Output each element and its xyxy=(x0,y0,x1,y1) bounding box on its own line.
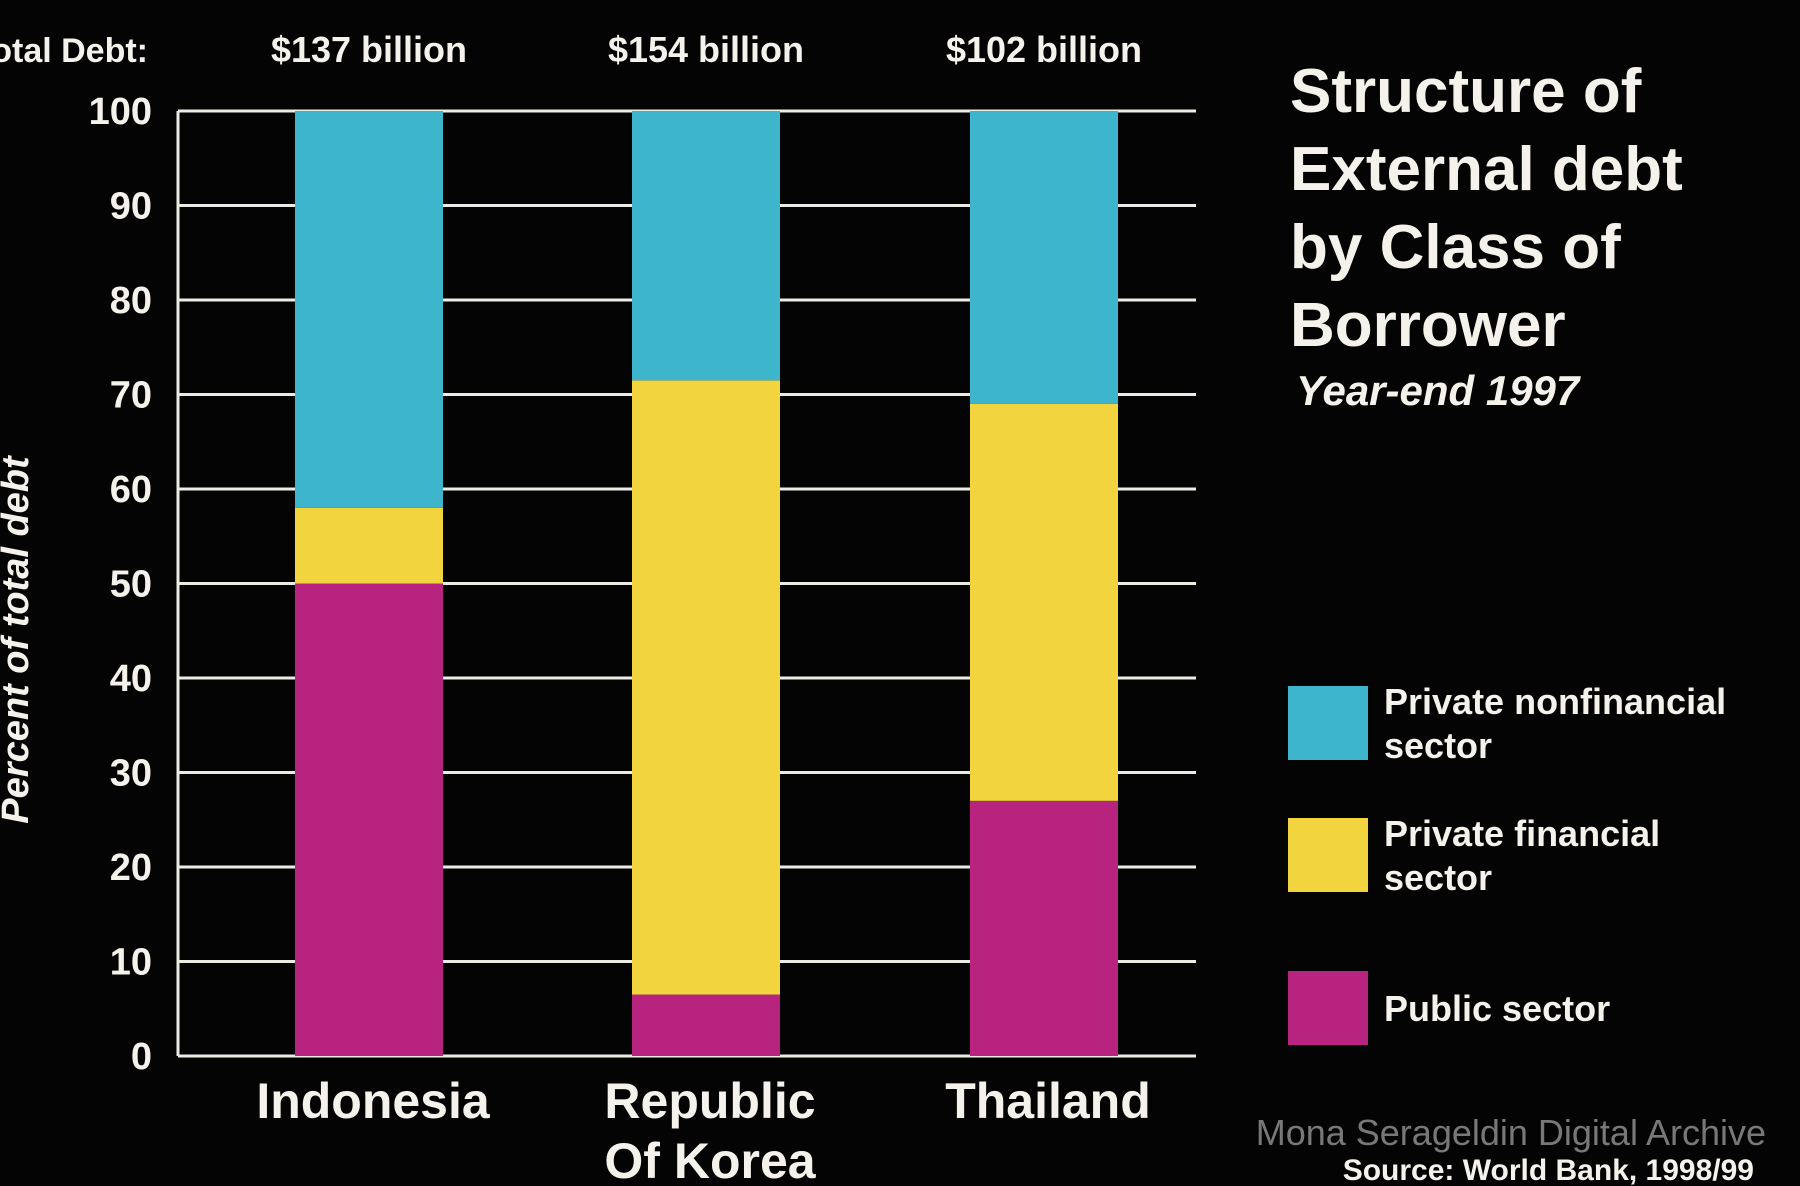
y-axis-label: Percent of total debt xyxy=(0,455,37,824)
y-tick-label: 80 xyxy=(110,280,152,322)
bar-segment xyxy=(970,403,1118,801)
bar-segment xyxy=(295,111,443,508)
x-category-label: Of Korea xyxy=(604,1133,816,1186)
bar-segment xyxy=(970,800,1118,1056)
bar-segment xyxy=(632,994,780,1056)
y-tick-label: 20 xyxy=(110,847,152,889)
chart-title: Borrower xyxy=(1290,291,1566,360)
chart-subtitle: Year-end 1997 xyxy=(1296,367,1581,414)
x-category-label: Republic xyxy=(604,1073,815,1129)
y-tick-label: 50 xyxy=(110,564,152,606)
total-debt-label: Total Debt: xyxy=(0,32,148,70)
legend-label: Private financial xyxy=(1384,813,1660,854)
chart-title: Structure of xyxy=(1290,57,1642,126)
x-category-label: Indonesia xyxy=(256,1073,491,1129)
bar-segment xyxy=(632,111,780,381)
y-tick-label: 60 xyxy=(110,469,152,511)
y-tick-label: 100 xyxy=(89,91,152,133)
legend-label: sector xyxy=(1384,857,1492,898)
y-tick-label: 0 xyxy=(131,1036,152,1078)
total-debt-value: $154 billion xyxy=(608,29,804,70)
chart-title: External debt xyxy=(1290,135,1683,204)
x-category-label: Thailand xyxy=(945,1073,1151,1129)
total-debt-value: $137 billion xyxy=(271,29,467,70)
watermark: Mona Serageldin Digital Archive xyxy=(1256,1112,1766,1153)
legend-label: Public sector xyxy=(1384,988,1610,1029)
bar-segment xyxy=(632,380,780,995)
y-tick-label: 70 xyxy=(110,375,152,417)
legend-swatch xyxy=(1288,971,1368,1045)
legend-label: Private nonfinancial xyxy=(1384,681,1726,722)
y-tick-label: 10 xyxy=(110,942,152,984)
total-debt-value: $102 billion xyxy=(946,29,1142,70)
bar-segment xyxy=(970,111,1118,404)
y-tick-label: 40 xyxy=(110,658,152,700)
bar-segment xyxy=(295,583,443,1056)
legend-label: sector xyxy=(1384,725,1492,766)
source-note: Source: World Bank, 1998/99 xyxy=(1343,1154,1754,1186)
legend-swatch xyxy=(1288,818,1368,892)
bar-segment xyxy=(295,507,443,584)
legend-swatch xyxy=(1288,686,1368,760)
y-tick-label: 30 xyxy=(110,753,152,795)
chart-title: by Class of xyxy=(1290,213,1621,282)
y-tick-label: 90 xyxy=(110,186,152,228)
